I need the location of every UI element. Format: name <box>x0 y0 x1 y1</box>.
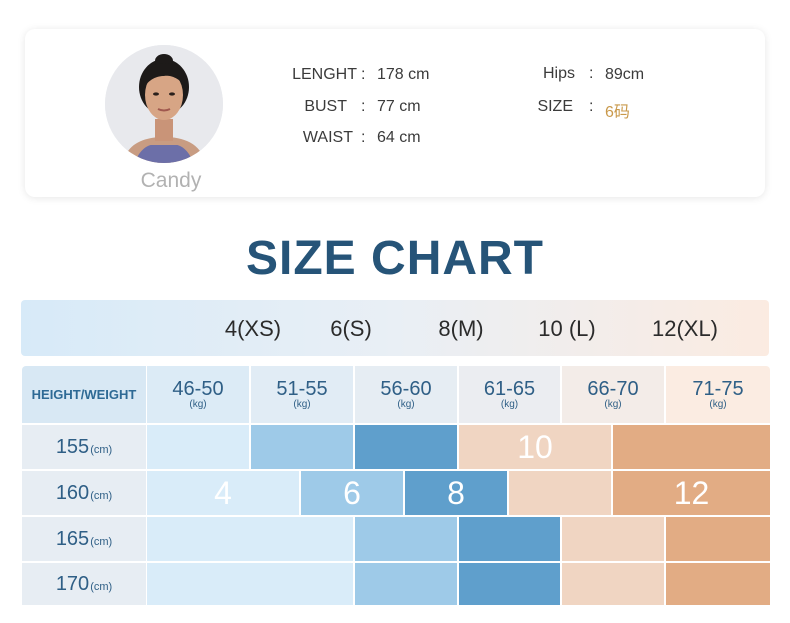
zone-155-size6 <box>251 425 353 469</box>
size-xl-label: 12(XL) <box>651 316 719 341</box>
height-row-170: 170 (cm) <box>22 563 146 605</box>
weight-unit: (kg) <box>189 398 207 410</box>
weight-range: 51-55 <box>276 377 328 400</box>
length-colon: : <box>361 66 366 83</box>
bust-colon: : <box>361 98 366 115</box>
hips-colon: : <box>589 65 594 82</box>
size-band <box>21 300 769 356</box>
weight-col-66-70: 66-70 (kg) <box>562 366 664 423</box>
zone-155-size4 <box>147 425 249 469</box>
weight-unit: (kg) <box>709 398 727 410</box>
weight-col-61-65: 61-65 (kg) <box>459 366 560 423</box>
weight-col-51-55: 51-55 (kg) <box>251 366 353 423</box>
size-l-label: 10 (L) <box>538 316 596 341</box>
weight-unit: (kg) <box>293 398 311 410</box>
weight-col-46-50: 46-50 (kg) <box>147 366 249 423</box>
zone-155-size8 <box>355 425 457 469</box>
weight-range: 56-60 <box>380 377 432 400</box>
model-name: Candy <box>140 169 202 192</box>
height-row-155: 155 (cm) <box>22 425 146 469</box>
zone-160-size8: 8 <box>405 471 507 515</box>
weight-unit: (kg) <box>500 398 519 410</box>
waist-label: WAIST <box>302 129 353 146</box>
weight-unit: (kg) <box>604 398 622 410</box>
height-weight-header: HEIGHT/WEIGHT <box>22 366 146 423</box>
height-unit: (cm) <box>90 443 113 456</box>
size-value: 6码 <box>605 104 630 121</box>
height-row-160: 160 (cm) <box>22 471 146 515</box>
height-value: 170 <box>55 572 90 595</box>
model-info-card: Candy LENGHT : 178 cm BUST : 77 cm WAIST… <box>25 29 765 197</box>
height-value: 155 <box>55 435 90 458</box>
height-unit: (cm) <box>90 489 113 502</box>
size-colon: : <box>589 98 594 115</box>
length-label: LENGHT <box>292 66 357 83</box>
length-value: 178 cm <box>377 66 430 83</box>
zone-160-size6: 6 <box>301 471 403 515</box>
weight-range: 71-75 <box>692 377 744 400</box>
size-label: SIZE <box>537 98 573 115</box>
weight-col-71-75: 71-75 (kg) <box>666 366 770 423</box>
size-m-label: 8(M) <box>438 316 484 341</box>
waist-value: 64 cm <box>377 129 421 146</box>
zone-165-size6 <box>355 517 457 561</box>
weight-range: 61-65 <box>483 377 536 400</box>
zone-170-size8 <box>459 563 560 605</box>
model-avatar <box>105 45 223 163</box>
size-s-label: 6(S) <box>330 316 372 341</box>
height-value: 160 <box>55 481 90 504</box>
weight-unit: (kg) <box>397 398 415 410</box>
zone-170-size4 <box>147 563 353 605</box>
size-xs-label: 4(XS) <box>224 316 282 341</box>
weight-range: 66-70 <box>587 377 639 400</box>
zone-160-size4: 4 <box>147 471 299 515</box>
zone-170-size12 <box>666 563 770 605</box>
zone-160-size12: 12 <box>613 471 770 515</box>
height-unit: (cm) <box>90 535 113 548</box>
height-row-165: 165 (cm) <box>22 517 146 561</box>
zone-165-size12 <box>666 517 770 561</box>
woman-portrait-icon <box>105 45 223 163</box>
weight-col-56-60: 56-60 (kg) <box>355 366 457 423</box>
zone-165-size4 <box>147 517 353 561</box>
weight-range: 46-50 <box>172 377 224 400</box>
bust-label: BUST <box>304 98 347 115</box>
zone-165-size10 <box>562 517 664 561</box>
zone-170-size6 <box>355 563 457 605</box>
zone-165-size8 <box>459 517 560 561</box>
height-value: 165 <box>55 527 90 550</box>
zone-170-size10 <box>562 563 664 605</box>
zone-155-size12 <box>613 425 770 469</box>
bust-value: 77 cm <box>377 98 421 115</box>
waist-colon: : <box>361 129 366 146</box>
hips-label: Hips <box>542 65 575 82</box>
height-unit: (cm) <box>90 580 113 593</box>
hips-value: 89cm <box>605 66 645 83</box>
size-chart-title: SIZE CHART <box>246 232 544 285</box>
zone-155-size10: 10 <box>459 425 611 469</box>
zone-160-size10 <box>509 471 611 515</box>
